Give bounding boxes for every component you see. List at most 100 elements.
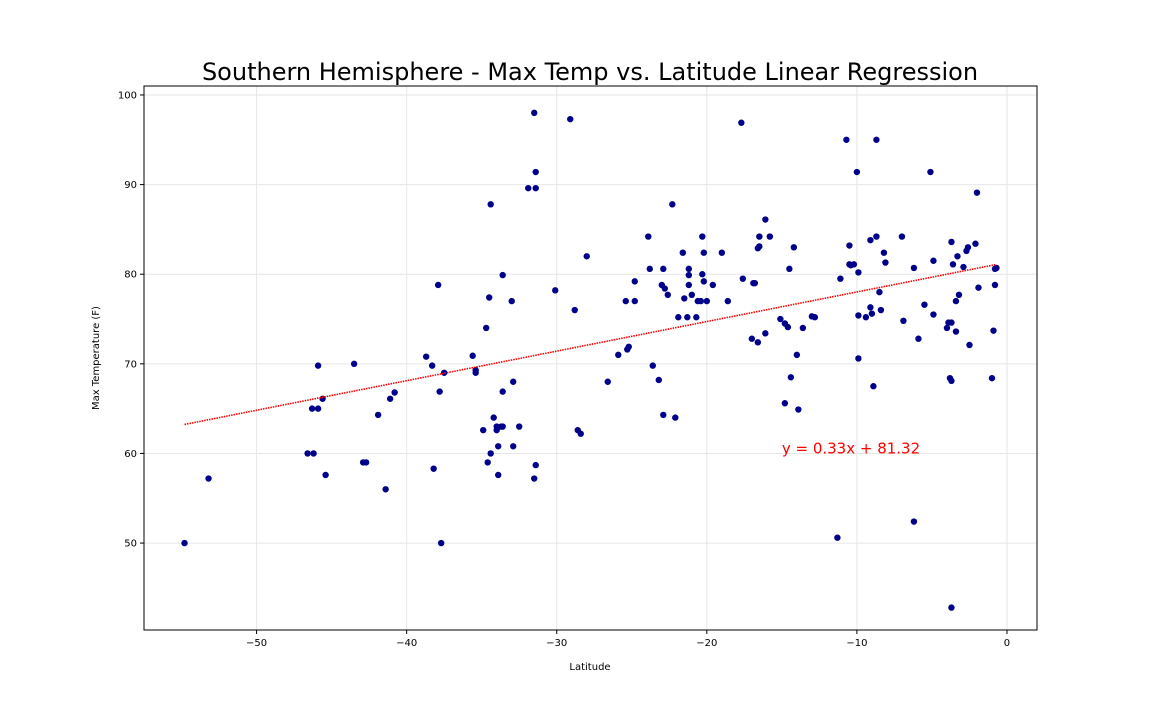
data-point [876, 288, 883, 296]
data-point [762, 330, 769, 337]
data-point [900, 317, 907, 325]
data-point [604, 378, 611, 385]
data-point [867, 304, 874, 311]
data-point [645, 233, 652, 240]
data-point [988, 374, 996, 382]
x-tick-label: −50 [246, 638, 267, 649]
data-point [786, 265, 793, 273]
data-point [693, 314, 700, 321]
data-point [430, 465, 437, 472]
data-point [972, 240, 979, 247]
data-point [631, 278, 638, 285]
data-point [993, 264, 1000, 272]
data-point [532, 461, 539, 469]
data-point [428, 362, 436, 369]
data-point [436, 388, 443, 395]
data-point [525, 184, 532, 192]
data-point [991, 281, 999, 289]
y-tick-label: 80 [124, 270, 137, 281]
data-point [684, 314, 691, 321]
data-point [795, 406, 802, 413]
data-point [583, 253, 590, 260]
data-point [655, 376, 662, 384]
data-point [762, 216, 769, 223]
data-point [552, 287, 559, 294]
data-point [793, 351, 801, 359]
data-point [510, 378, 517, 385]
data-point [304, 450, 311, 457]
data-point [350, 360, 358, 368]
data-point [867, 236, 874, 244]
data-point [898, 233, 906, 240]
data-point [754, 339, 762, 346]
data-point [314, 405, 322, 412]
data-point [855, 312, 862, 319]
y-tick-label: 50 [124, 539, 137, 550]
data-point [952, 328, 960, 335]
data-point [948, 604, 955, 611]
data-point [314, 362, 322, 369]
y-axis-label: Max Temperature (F) [91, 306, 102, 410]
data-point [499, 271, 506, 279]
data-point [386, 395, 394, 402]
data-point [930, 311, 937, 318]
data-point [625, 343, 632, 350]
data-point [756, 243, 763, 250]
data-point [493, 423, 500, 430]
data-point [661, 285, 668, 292]
data-point [837, 275, 844, 282]
data-point [181, 539, 188, 547]
x-tick-label: 0 [1004, 638, 1010, 649]
data-points [181, 109, 1000, 611]
data-point [685, 281, 693, 289]
data-point [973, 189, 981, 196]
data-point [811, 314, 819, 321]
data-point [787, 374, 795, 381]
data-point [853, 168, 861, 176]
x-tick-label: −30 [546, 638, 567, 649]
data-point [440, 369, 448, 376]
data-point [322, 471, 329, 479]
data-point [571, 306, 578, 314]
data-point [834, 534, 841, 541]
x-tick-label: −20 [696, 638, 717, 649]
chart-title: Southern Hemisphere - Max Temp vs. Latit… [202, 58, 978, 86]
data-point [679, 249, 687, 256]
data-point [738, 119, 745, 126]
data-point [646, 265, 653, 273]
data-point [567, 115, 574, 123]
data-point [855, 355, 862, 362]
data-point [487, 201, 494, 208]
data-point [873, 136, 880, 143]
data-point [855, 269, 862, 276]
axis-ticks: −50 −40 −30 −20 −10 0 50 60 70 80 90 100 [118, 90, 1010, 649]
data-point [482, 324, 490, 332]
data-point [915, 335, 922, 342]
data-point [472, 369, 479, 376]
data-point [382, 486, 389, 493]
data-point [955, 291, 963, 299]
data-point [531, 475, 538, 482]
data-point [930, 257, 937, 264]
data-point [649, 362, 656, 369]
data-point [868, 310, 876, 317]
regression-line [184, 263, 997, 426]
data-point [669, 201, 676, 208]
data-point [870, 383, 877, 390]
data-point [724, 297, 732, 305]
data-point [479, 426, 487, 434]
data-point [703, 297, 711, 305]
data-point [948, 319, 955, 326]
data-point [362, 459, 370, 466]
data-point [777, 315, 784, 323]
data-point [516, 423, 523, 430]
regression-line-group [184, 263, 997, 426]
data-point [532, 168, 539, 176]
data-point [434, 281, 442, 289]
regression-equation: y = 0.33x + 81.32 [782, 439, 920, 457]
data-point [739, 275, 747, 282]
data-point [790, 244, 798, 251]
data-point [494, 471, 502, 479]
data-point [577, 430, 584, 437]
